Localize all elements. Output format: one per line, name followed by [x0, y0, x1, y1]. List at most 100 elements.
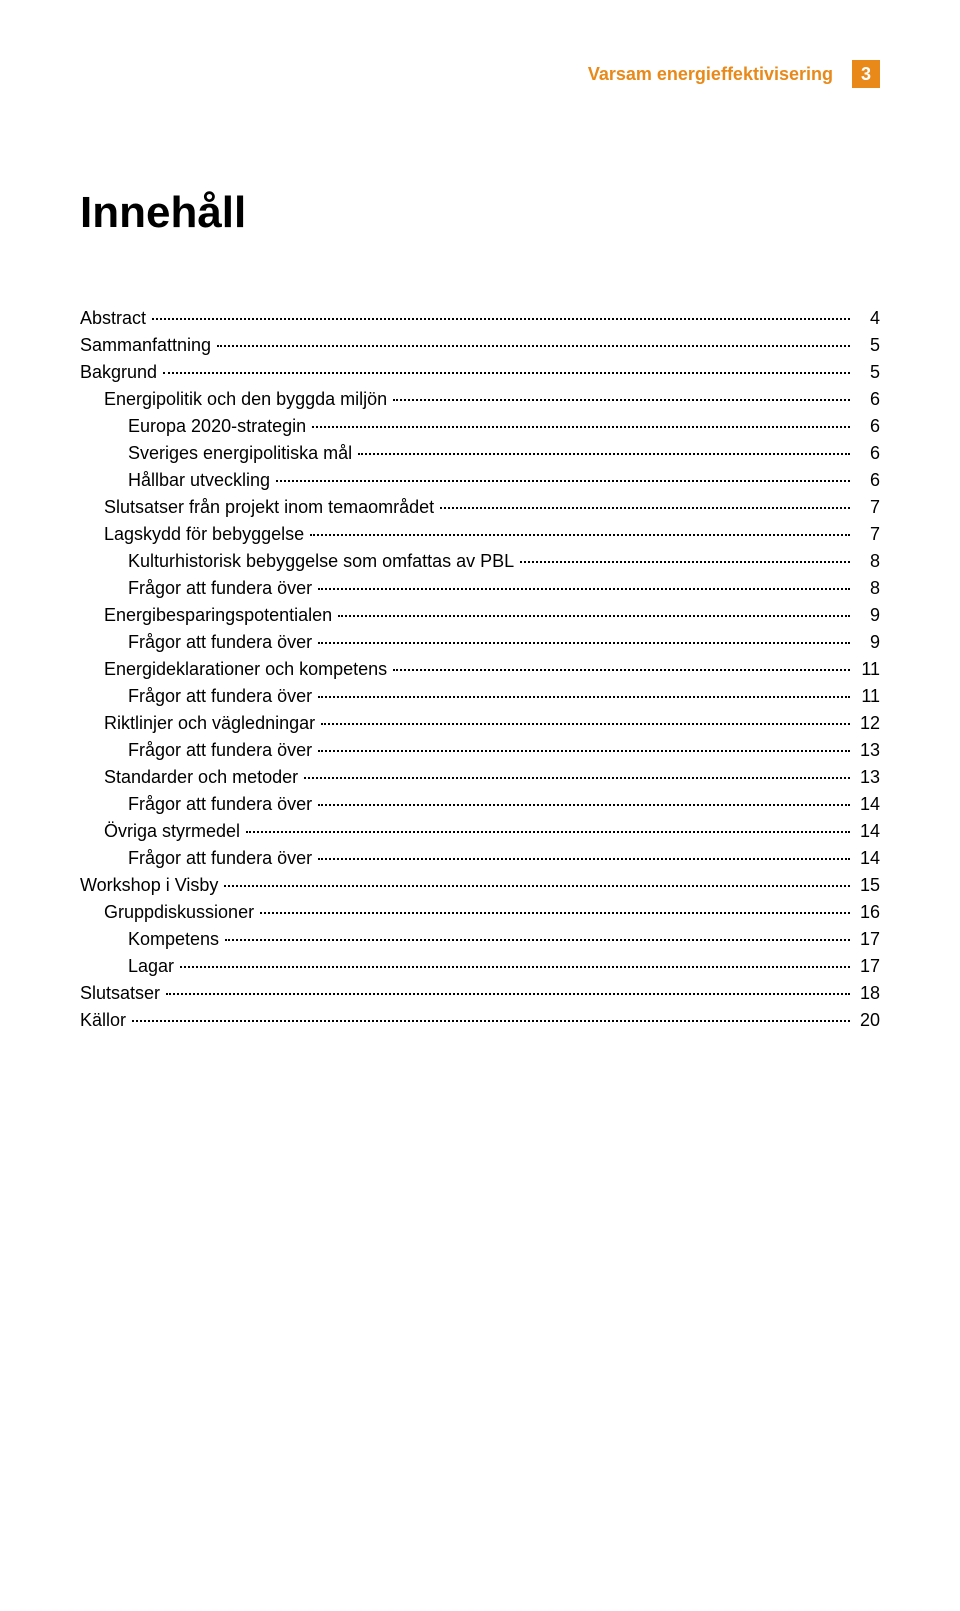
toc-entry: Frågor att fundera över 14 — [80, 848, 880, 869]
toc-leader-dots — [217, 345, 850, 347]
toc-leader-dots — [225, 939, 850, 941]
toc-heading: Innehåll — [80, 188, 880, 238]
toc-entry: Slutsatser från projekt inom temaområdet… — [80, 497, 880, 518]
running-header: Varsam energieffektivisering 3 — [80, 60, 880, 88]
toc-entry-page: 12 — [856, 713, 880, 734]
toc-entry-page: 9 — [856, 632, 880, 653]
toc-entry: Europa 2020-strategin6 — [80, 416, 880, 437]
toc-entry-page: 6 — [856, 389, 880, 410]
toc-entry-page: 20 — [856, 1010, 880, 1031]
toc-entry: Energibesparingspotentialen9 — [80, 605, 880, 626]
toc-entry: Hållbar utveckling 6 — [80, 470, 880, 491]
toc-leader-dots — [163, 372, 850, 374]
toc-leader-dots — [318, 804, 850, 806]
toc-leader-dots — [132, 1020, 850, 1022]
toc-leader-dots — [358, 453, 850, 455]
toc-leader-dots — [393, 399, 850, 401]
toc-leader-dots — [224, 885, 850, 887]
toc-entry-page: 6 — [856, 470, 880, 491]
toc-entry-page: 13 — [856, 767, 880, 788]
toc-entry-page: 6 — [856, 416, 880, 437]
toc-entry: Sammanfattning 5 — [80, 335, 880, 356]
toc-entry-label: Energipolitik och den byggda miljön — [104, 389, 387, 410]
toc-entry-label: Energideklarationer och kompetens — [104, 659, 387, 680]
toc-leader-dots — [318, 696, 850, 698]
toc-entry-label: Sammanfattning — [80, 335, 211, 356]
toc-entry: Övriga styrmedel14 — [80, 821, 880, 842]
toc-entry-label: Frågor att fundera över — [128, 794, 312, 815]
toc-entry-page: 7 — [856, 524, 880, 545]
toc-entry-page: 5 — [856, 335, 880, 356]
document-page: Varsam energieffektivisering 3 Innehåll … — [0, 0, 960, 1611]
toc-leader-dots — [321, 723, 850, 725]
toc-entry-page: 17 — [856, 929, 880, 950]
toc-entry-label: Kompetens — [128, 929, 219, 950]
toc-entry-page: 14 — [856, 794, 880, 815]
toc-leader-dots — [312, 426, 850, 428]
toc-entry: Kompetens 17 — [80, 929, 880, 950]
toc-entry-page: 8 — [856, 578, 880, 599]
toc-entry-page: 11 — [856, 659, 880, 680]
toc-leader-dots — [180, 966, 850, 968]
toc-entry-label: Kulturhistorisk bebyggelse som omfattas … — [128, 551, 514, 572]
toc-entry-page: 16 — [856, 902, 880, 923]
toc-entry: Sveriges energipolitiska mål6 — [80, 443, 880, 464]
toc-entry-label: Bakgrund — [80, 362, 157, 383]
toc-entry-label: Frågor att fundera över — [128, 632, 312, 653]
toc-leader-dots — [338, 615, 850, 617]
header-title: Varsam energieffektivisering — [588, 64, 833, 84]
toc-list: Abstract 4 Sammanfattning 5 Bakgrund 5 Energip… — [80, 308, 880, 1031]
toc-entry-label: Standarder och metoder — [104, 767, 298, 788]
toc-entry-label: Frågor att fundera över — [128, 578, 312, 599]
toc-leader-dots — [318, 642, 850, 644]
toc-entry-page: 14 — [856, 848, 880, 869]
toc-leader-dots — [260, 912, 850, 914]
toc-entry-page: 11 — [856, 686, 880, 707]
toc-entry: Slutsatser18 — [80, 983, 880, 1004]
toc-entry-label: Frågor att fundera över — [128, 848, 312, 869]
toc-entry-label: Riktlinjer och vägledningar — [104, 713, 315, 734]
toc-entry-page: 7 — [856, 497, 880, 518]
toc-entry-page: 5 — [856, 362, 880, 383]
toc-leader-dots — [393, 669, 850, 671]
toc-leader-dots — [520, 561, 850, 563]
toc-entry: Lagskydd för bebyggelse 7 — [80, 524, 880, 545]
toc-entry: Frågor att fundera över 8 — [80, 578, 880, 599]
toc-entry-label: Abstract — [80, 308, 146, 329]
toc-entry-page: 8 — [856, 551, 880, 572]
toc-entry: Bakgrund 5 — [80, 362, 880, 383]
toc-entry-label: Slutsatser — [80, 983, 160, 1004]
toc-entry: Lagar17 — [80, 956, 880, 977]
toc-entry: Frågor att fundera över 13 — [80, 740, 880, 761]
toc-entry-label: Frågor att fundera över — [128, 740, 312, 761]
toc-entry-label: Slutsatser från projekt inom temaområdet — [104, 497, 434, 518]
toc-entry-page: 15 — [856, 875, 880, 896]
toc-entry-label: Hållbar utveckling — [128, 470, 270, 491]
toc-entry: Energipolitik och den byggda miljön 6 — [80, 389, 880, 410]
toc-leader-dots — [318, 588, 850, 590]
header-page-number: 3 — [852, 60, 880, 88]
toc-leader-dots — [310, 534, 850, 536]
toc-entry-label: Gruppdiskussioner — [104, 902, 254, 923]
toc-entry-label: Energibesparingspotentialen — [104, 605, 332, 626]
toc-entry: Gruppdiskussioner 16 — [80, 902, 880, 923]
toc-entry: Workshop i Visby 15 — [80, 875, 880, 896]
toc-entry: Riktlinjer och vägledningar 12 — [80, 713, 880, 734]
toc-entry: Kulturhistorisk bebyggelse som omfattas … — [80, 551, 880, 572]
toc-entry-label: Lagskydd för bebyggelse — [104, 524, 304, 545]
toc-leader-dots — [246, 831, 850, 833]
toc-entry-label: Workshop i Visby — [80, 875, 218, 896]
toc-entry: Frågor att fundera över 14 — [80, 794, 880, 815]
toc-entry: Standarder och metoder 13 — [80, 767, 880, 788]
toc-entry-label: Övriga styrmedel — [104, 821, 240, 842]
toc-entry-label: Sveriges energipolitiska mål — [128, 443, 352, 464]
toc-leader-dots — [304, 777, 850, 779]
toc-entry-label: Källor — [80, 1010, 126, 1031]
toc-entry-page: 13 — [856, 740, 880, 761]
toc-entry-page: 17 — [856, 956, 880, 977]
toc-entry-page: 4 — [856, 308, 880, 329]
toc-entry: Energideklarationer och kompetens 11 — [80, 659, 880, 680]
toc-leader-dots — [318, 750, 850, 752]
toc-leader-dots — [440, 507, 850, 509]
toc-entry: Källor 20 — [80, 1010, 880, 1031]
